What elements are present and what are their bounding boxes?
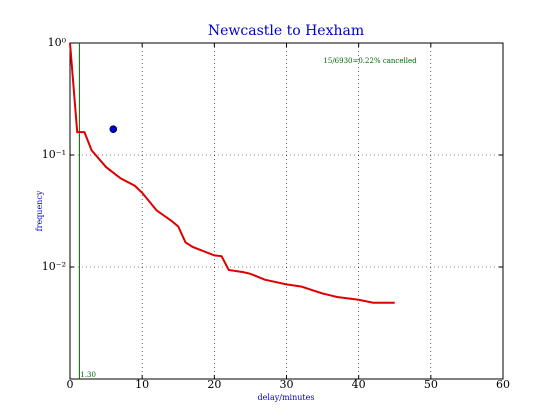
point-marker <box>109 125 118 133</box>
y-tick-label: 10⁰ <box>48 36 67 49</box>
y-axis-label: frequency <box>35 190 44 231</box>
x-tick-label: 40 <box>352 378 366 391</box>
x-axis-label: delay/minutes <box>258 393 315 402</box>
x-tick-label: 30 <box>280 378 294 391</box>
chart-title: Newcastle to Hexham <box>208 23 364 39</box>
x-tick-label: 50 <box>424 378 438 391</box>
line-series <box>69 42 395 304</box>
x-tick-label: 0 <box>67 378 74 391</box>
y-tick-label: 10⁻¹ <box>42 148 66 161</box>
x-tick-label: 10 <box>135 378 149 391</box>
plot-frame <box>69 42 504 380</box>
annotation: 15/6930=0.22% cancelled <box>323 57 417 65</box>
y-tick-label: 10⁻² <box>42 260 66 273</box>
x-tick-label: 60 <box>496 378 510 391</box>
x-tick-label: 20 <box>207 378 221 391</box>
reference-label: 1.30 <box>80 371 96 379</box>
